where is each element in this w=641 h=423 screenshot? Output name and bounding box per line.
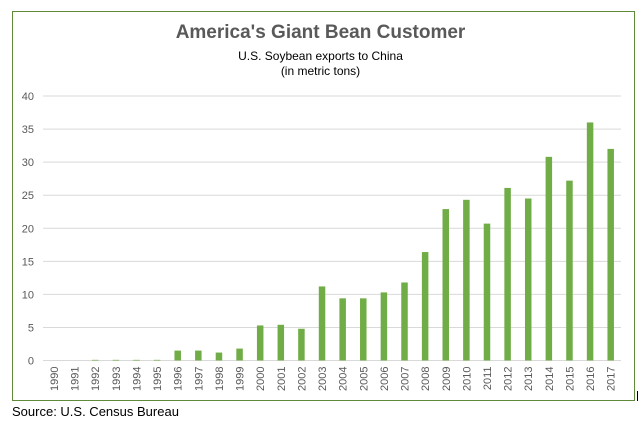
- y-tick-label: 10: [22, 289, 34, 301]
- x-tick-label: 1993: [111, 367, 123, 391]
- bar-1995: [153, 359, 161, 361]
- y-tick-label: 35: [22, 124, 34, 136]
- x-tick-label: 2009: [441, 367, 453, 391]
- x-tick-label: 2016: [585, 367, 597, 391]
- x-tick-label: 1998: [214, 367, 226, 391]
- bar-2013: [524, 198, 532, 361]
- y-tick-label: 30: [22, 157, 34, 169]
- x-tick-label: 2001: [276, 367, 288, 391]
- bar-2002: [298, 328, 305, 361]
- x-tick-label: 2007: [400, 367, 412, 391]
- y-tick-label: 20: [22, 223, 34, 235]
- bar-2015: [566, 180, 573, 361]
- x-tick-label: 2006: [379, 367, 391, 391]
- bar-2010: [463, 199, 470, 361]
- subtitle-line-2: (in metric tons): [280, 64, 361, 78]
- bar-1994: [133, 359, 140, 361]
- x-tick-label: 1990: [49, 367, 61, 391]
- bar-2006: [380, 292, 388, 361]
- x-tick-label: 1997: [193, 367, 205, 391]
- bar-2009: [442, 209, 450, 361]
- bar-2005: [360, 298, 367, 361]
- x-tick-label: 2010: [461, 367, 473, 391]
- x-tick-label: 2011: [482, 367, 494, 391]
- bar-2007: [401, 282, 408, 361]
- x-tick-label: 2008: [420, 367, 432, 391]
- x-tick-label: 1999: [235, 367, 247, 391]
- x-tick-label: 1995: [152, 367, 164, 391]
- bar-2012: [504, 187, 511, 361]
- bar-2016: [586, 122, 594, 361]
- x-tick-label: 2004: [338, 367, 350, 391]
- x-tick-label: 2017: [606, 367, 618, 391]
- bar-1996: [174, 350, 181, 361]
- x-tick-label: 2015: [564, 367, 576, 391]
- y-tick-label: 0: [28, 356, 34, 368]
- bar-2008: [421, 252, 429, 361]
- y-tick-label: 5: [28, 322, 34, 334]
- bar-1993: [112, 359, 120, 361]
- y-tick-label: 25: [22, 190, 34, 202]
- x-tick-label: 2000: [255, 367, 267, 391]
- x-tick-label: 2012: [503, 367, 515, 391]
- x-tick-label: 1994: [131, 367, 143, 391]
- x-tick-label: 2002: [296, 367, 308, 391]
- bar-1997: [195, 350, 202, 361]
- chart-frame: [12, 11, 635, 401]
- x-tick-label: 1992: [90, 367, 102, 391]
- chart-title: America's Giant Bean Customer: [175, 22, 466, 43]
- subtitle-line-1: U.S. Soybean exports to China: [238, 49, 403, 63]
- bar-1992: [91, 359, 99, 361]
- bar-2001: [277, 324, 285, 361]
- source-note: Source: U.S. Census Bureau: [12, 404, 179, 419]
- bar-2017: [607, 148, 614, 361]
- bar-2011: [483, 223, 491, 361]
- x-tick-label: 2003: [317, 367, 329, 391]
- y-tick-label: 40: [22, 91, 34, 103]
- x-tick-label: 2013: [523, 367, 535, 391]
- x-tick-label: 1991: [70, 367, 82, 391]
- x-tick-label: 2014: [544, 367, 556, 391]
- bar-1999: [236, 348, 243, 361]
- text-cursor: [637, 391, 638, 401]
- bar-2014: [545, 156, 553, 361]
- bar-2000: [256, 325, 264, 361]
- bar-2003: [318, 286, 326, 361]
- bar-2004: [339, 298, 346, 361]
- bar-1998: [215, 352, 223, 361]
- x-tick-label: 1996: [173, 367, 185, 391]
- x-tick-label: 2005: [358, 367, 370, 391]
- y-tick-label: 15: [22, 256, 34, 268]
- chart-subtitle: U.S. Soybean exports to China (in metric…: [0, 49, 641, 79]
